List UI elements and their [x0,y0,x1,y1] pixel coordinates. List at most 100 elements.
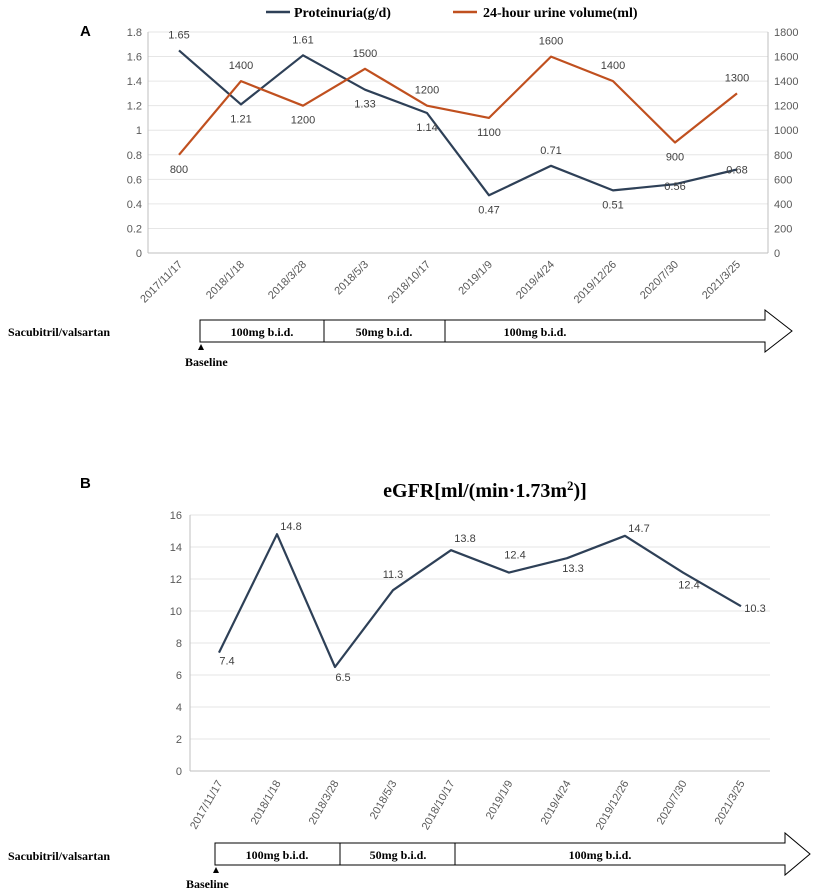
y-tick-label: 1.2 [127,101,142,113]
y2-tick-label: 200 [774,223,792,235]
series-line-urine-volume [178,55,738,156]
y2-tick-label: 0 [774,248,780,260]
baseline-marker-icon [213,867,219,873]
x-tick-label: 2017/11/17 [188,779,226,832]
x-tick-label: 2018/1/18 [249,779,284,827]
baseline-marker-icon [198,344,204,350]
legend-urine-label: 24-hour urine volume(ml) [483,6,638,21]
panel-a-label: A [80,23,91,40]
x-tick-label: 2018/3/28 [266,259,309,302]
y2-tick-label: 1400 [774,76,798,88]
data-label: 14.7 [628,523,649,535]
data-label: 1.33 [354,99,375,111]
treatment-arrow-a [199,308,793,354]
data-label: 0.71 [540,145,561,157]
panel-b: B eGFR[ml/(min·1.73m2)] 0 2 4 6 8 10 12 14 16 20… [80,475,770,832]
data-label: 0.47 [478,204,499,216]
x-tick-label: 2021/3/25 [700,259,743,302]
drug-label-a: Sacubitril/valsartan [8,325,110,339]
segment-label-2: 50mg b.i.d. [370,848,427,862]
data-label: 1.14 [416,122,437,134]
x-tick-label: 2019/4/24 [514,259,557,302]
data-label: 1400 [601,60,625,72]
data-label: 10.3 [744,603,765,615]
treatment-bar-a: Sacubitril/valsartan 100mg b.i.d. 50mg b… [8,308,793,369]
data-label: 1.61 [292,34,313,46]
y-tick-label: 6 [176,670,182,682]
data-label: 13.3 [562,563,583,575]
y-tick-label: 14 [170,542,182,554]
y2-tick-label: 1000 [774,125,798,137]
treatment-arrow-b [214,831,811,877]
x-tick-label: 2017/11/17 [138,259,185,306]
y-tick-label: 1.8 [127,27,142,39]
x-tick-label: 2019/4/24 [539,779,574,827]
y-tick-label: 0 [176,766,182,778]
data-label: 1400 [229,60,253,72]
data-label: 0.68 [726,165,747,177]
y2-tick-label: 600 [774,174,792,186]
x-tick-label: 2020/7/30 [638,259,681,302]
data-label: 1.21 [230,113,251,125]
data-label: 1500 [353,48,377,60]
data-label: 0.56 [664,181,685,193]
series-a [178,49,738,197]
series-line-egfr [218,533,742,669]
series-b [218,533,742,669]
data-label: 12.4 [678,580,699,592]
y2-tick-label: 1200 [774,101,798,113]
segment-label-3: 100mg b.i.d. [569,848,632,862]
y-tick-label: 10 [170,606,182,618]
data-label: 6.5 [335,672,350,684]
data-label: 7.4 [219,656,234,668]
x-tick-label: 2018/10/17 [386,259,433,306]
data-label: 12.4 [504,550,525,562]
x-tick-label: 2020/7/30 [655,779,690,827]
treatment-bar-b: Sacubitril/valsartan 100mg b.i.d. 50mg b… [8,831,811,891]
data-label: 900 [666,152,684,164]
y-tick-label: 12 [170,574,182,586]
x-tick-label: 2018/5/3 [332,259,371,298]
data-label: 1600 [539,36,563,48]
y-tick-label: 16 [170,510,182,522]
x-ticks-b: 2017/11/17 2018/1/18 2018/3/28 2018/5/3 2018… [188,779,748,833]
y2-tick-label: 400 [774,199,792,211]
data-labels-a: 1.65 1.21 1.61 1.33 1.14 0.47 0.71 0.51 0.56 0.68… [168,29,749,216]
panel-b-label: B [80,475,91,492]
x-tick-label: 2018/5/3 [368,779,400,822]
panel-a: A Proteinuria(g/d) 24-hour urine volume(… [80,6,798,306]
data-label: 1.65 [168,29,189,41]
legend-proteinuria-label: Proteinuria(g/d) [294,6,391,21]
y-tick-label: 0.2 [127,223,142,235]
y-tick-label: 1.4 [127,76,142,88]
y-tick-label: 0.4 [127,199,142,211]
y2-tick-label: 800 [774,150,792,162]
x-tick-label: 2021/3/25 [713,779,748,827]
data-label: 1300 [725,72,749,84]
x-tick-label: 2019/1/9 [484,779,516,822]
y-tick-label: 0.6 [127,174,142,186]
data-label: 800 [170,164,188,176]
segment-label-1: 100mg b.i.d. [231,325,294,339]
data-label: 1200 [291,115,315,127]
chart-b-title: eGFR[ml/(min·1.73m2)] [383,478,587,502]
y2-tick-label: 1600 [774,52,798,64]
segment-label-3: 100mg b.i.d. [504,325,567,339]
y-tick-label: 8 [176,638,182,650]
y2-ticks-a: 0 200 400 600 800 1000 1200 1400 1600 1800 [774,27,798,260]
data-label: 1100 [477,127,501,139]
y-tick-label: 4 [176,702,182,714]
y-tick-label: 2 [176,734,182,746]
y2-tick-label: 1800 [774,27,798,39]
data-labels-b: 7.4 14.8 6.5 11.3 13.8 12.4 13.3 14.7 12.4 10.3 [219,521,765,684]
x-tick-label: 2018/10/17 [420,779,458,833]
y-ticks-b: 0 2 4 6 8 10 12 14 16 [170,510,182,778]
x-tick-label: 2018/3/28 [307,779,342,827]
baseline-label-b: Baseline [186,877,229,891]
segment-label-1: 100mg b.i.d. [246,848,309,862]
y-tick-label: 1 [136,125,142,137]
gridlines-b [190,514,770,740]
x-ticks-a: 2017/11/17 2018/1/18 2018/3/28 2018/5/3 2018… [138,259,743,306]
data-label: 14.8 [280,521,301,533]
